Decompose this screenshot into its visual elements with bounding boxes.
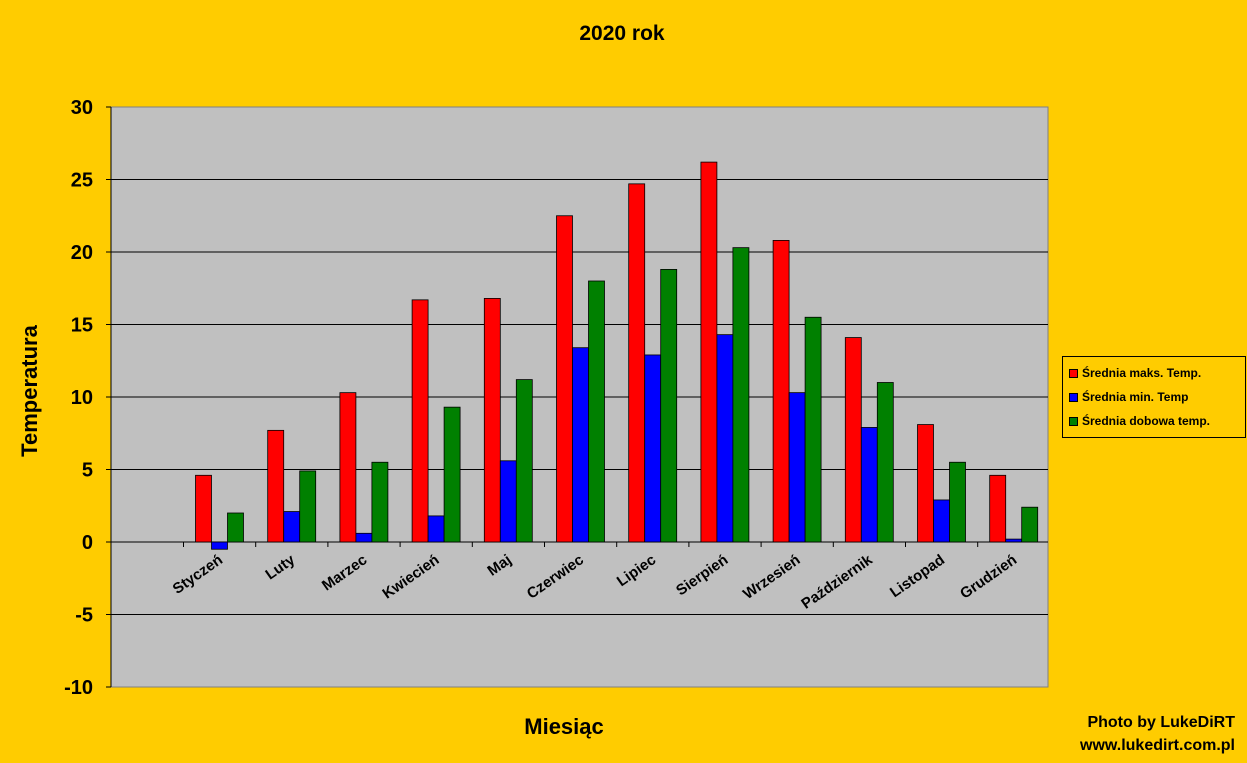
bar-min: [572, 347, 589, 543]
bar-avg: [588, 280, 605, 543]
legend-swatch-avg: [1069, 416, 1078, 426]
bar-avg: [227, 512, 244, 543]
bar-min: [644, 354, 662, 543]
bar-max: [917, 424, 934, 543]
bar-avg: [1021, 506, 1039, 543]
bar-avg: [515, 379, 533, 543]
credit-line-1: Photo by LukeDiRT: [1087, 714, 1235, 731]
bar-avg: [949, 461, 966, 543]
chart-title: 2020 rok: [579, 22, 665, 45]
bar-max: [628, 183, 646, 543]
legend-item-avg: Średnia dobowa temp.: [1069, 409, 1239, 433]
bar-max: [700, 161, 718, 543]
bar-max: [844, 337, 862, 543]
bar-avg: [660, 268, 678, 543]
bar-min: [427, 515, 445, 543]
bar-avg: [443, 406, 461, 543]
x-axis-label: Miesiąc: [524, 714, 604, 739]
y-tick-label: 10: [71, 387, 93, 409]
bar-min: [355, 532, 373, 543]
bar-avg: [876, 382, 894, 543]
legend-item-max: Średnia maks. Temp.: [1069, 361, 1239, 385]
bar-min: [860, 427, 878, 543]
bar-min: [716, 334, 734, 543]
bar-max: [989, 474, 1007, 543]
y-tick-label: -5: [75, 605, 93, 627]
legend-label-max: Średnia maks. Temp.: [1082, 366, 1202, 380]
y-tick-label: 5: [82, 460, 93, 482]
legend-label-avg: Średnia dobowa temp.: [1082, 414, 1211, 428]
y-tick-label: 15: [71, 315, 93, 337]
y-tick-label: -10: [64, 677, 93, 699]
y-tick-label: 25: [71, 170, 93, 192]
bar-min: [788, 392, 806, 543]
bar-avg: [804, 316, 822, 543]
bar-min: [933, 499, 950, 543]
bar-max: [339, 392, 357, 543]
legend-item-min: Średnia min. Temp: [1069, 385, 1239, 409]
bar-max: [772, 239, 790, 543]
bar-min: [283, 511, 301, 543]
legend: Średnia maks. Temp. Średnia min. Temp Śr…: [1062, 356, 1246, 438]
legend-label-min: Średnia min. Temp: [1082, 390, 1189, 404]
legend-swatch-max: [1069, 368, 1078, 378]
y-tick-label: 20: [71, 242, 93, 264]
bar-max: [267, 429, 285, 543]
bar-min: [211, 541, 228, 550]
legend-swatch-min: [1069, 392, 1078, 402]
y-axis-label: Temperatura: [17, 324, 42, 456]
y-tick-label: 30: [71, 97, 93, 119]
bar-avg: [371, 461, 389, 543]
bar-max: [195, 474, 212, 543]
y-tick-label: 0: [82, 532, 93, 554]
bar-avg: [299, 470, 317, 543]
bar-min: [1005, 538, 1023, 543]
bar-max: [411, 299, 429, 543]
bar-max: [483, 297, 501, 543]
bar-min: [499, 460, 517, 543]
bar-avg: [732, 247, 750, 543]
credit-line-2: www.lukedirt.com.pl: [1080, 737, 1235, 754]
bar-max: [556, 215, 573, 543]
